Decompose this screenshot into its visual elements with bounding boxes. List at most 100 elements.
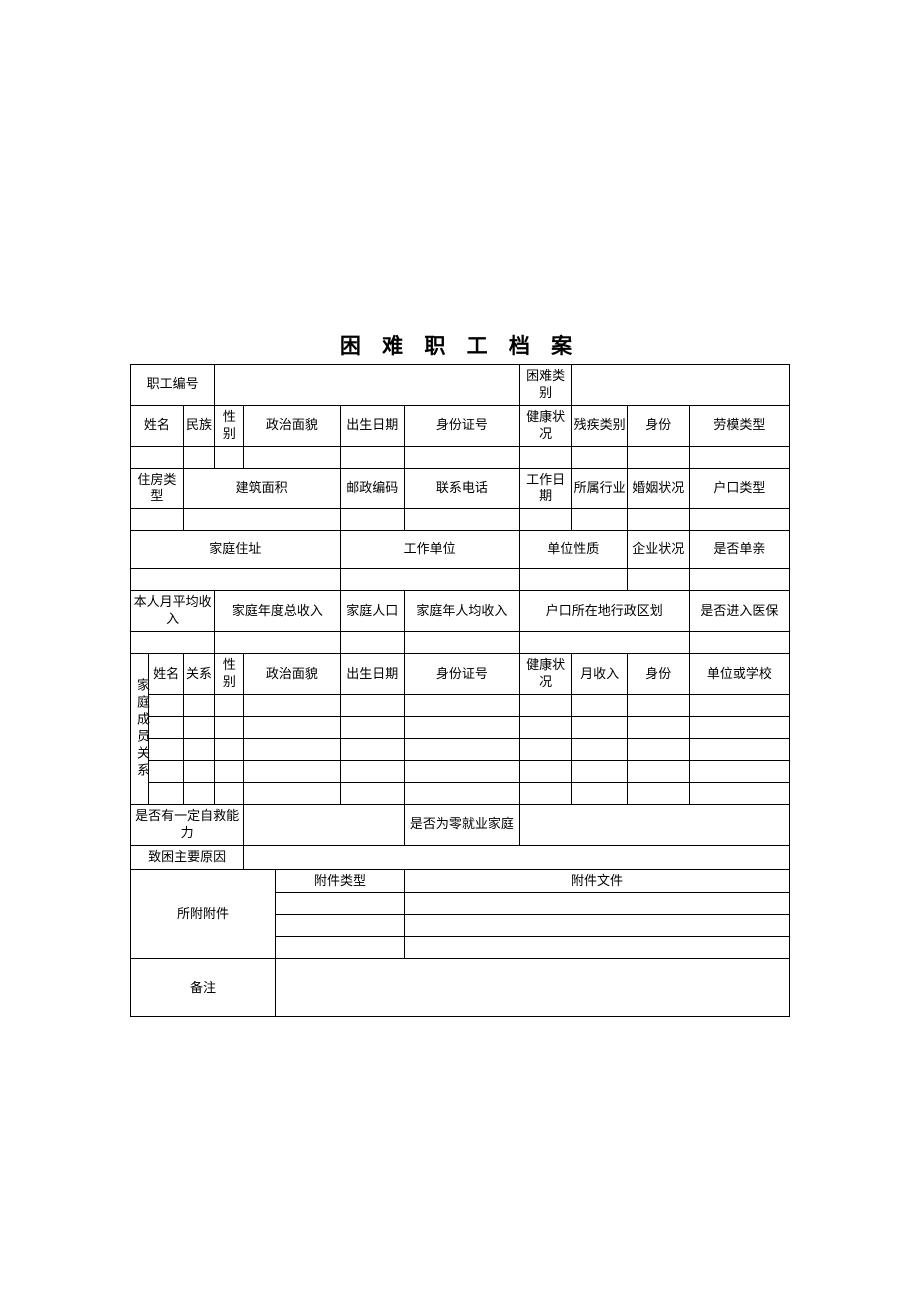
table-row[interactable] bbox=[572, 760, 627, 782]
field-work-unit[interactable] bbox=[340, 569, 519, 591]
label-fm-birth: 出生日期 bbox=[340, 654, 405, 695]
table-row[interactable] bbox=[689, 760, 789, 782]
table-row[interactable] bbox=[572, 738, 627, 760]
field-attachment-type-1[interactable] bbox=[275, 893, 404, 915]
table-row[interactable] bbox=[340, 694, 405, 716]
table-row[interactable] bbox=[572, 782, 627, 804]
field-housing-type[interactable] bbox=[131, 509, 184, 531]
field-attachment-file-3[interactable] bbox=[405, 937, 790, 959]
field-remarks[interactable] bbox=[275, 959, 789, 1017]
table-row[interactable] bbox=[244, 738, 340, 760]
table-row[interactable] bbox=[183, 760, 215, 782]
field-single-parent[interactable] bbox=[689, 569, 789, 591]
table-row[interactable] bbox=[244, 782, 340, 804]
field-per-capita-income[interactable] bbox=[405, 632, 520, 654]
table-row[interactable] bbox=[183, 782, 215, 804]
table-row[interactable] bbox=[519, 760, 572, 782]
table-row[interactable] bbox=[244, 694, 340, 716]
field-household-type[interactable] bbox=[689, 509, 789, 531]
field-medical-insurance[interactable] bbox=[689, 632, 789, 654]
table-row[interactable] bbox=[519, 738, 572, 760]
table-row[interactable] bbox=[627, 716, 689, 738]
field-name[interactable] bbox=[131, 446, 184, 468]
table-row[interactable] bbox=[340, 782, 405, 804]
label-fm-income: 月收入 bbox=[572, 654, 627, 695]
table-row[interactable] bbox=[215, 738, 244, 760]
table-row[interactable] bbox=[627, 760, 689, 782]
label-unit-nature: 单位性质 bbox=[519, 531, 627, 569]
table-row[interactable] bbox=[405, 716, 520, 738]
table-row[interactable] bbox=[627, 738, 689, 760]
table-row[interactable] bbox=[627, 782, 689, 804]
field-employee-id[interactable] bbox=[215, 365, 519, 406]
table-row[interactable] bbox=[215, 716, 244, 738]
table-row[interactable] bbox=[519, 694, 572, 716]
field-enterprise-status[interactable] bbox=[627, 569, 689, 591]
table-row[interactable] bbox=[627, 694, 689, 716]
table-row[interactable] bbox=[183, 694, 215, 716]
field-ethnicity[interactable] bbox=[183, 446, 215, 468]
field-building-area[interactable] bbox=[183, 509, 340, 531]
field-admin-region[interactable] bbox=[519, 632, 689, 654]
table-row[interactable] bbox=[183, 738, 215, 760]
field-home-address[interactable] bbox=[131, 569, 341, 591]
table-row[interactable] bbox=[519, 716, 572, 738]
table-row[interactable] bbox=[689, 694, 789, 716]
field-gender[interactable] bbox=[215, 446, 244, 468]
table-row[interactable] bbox=[340, 760, 405, 782]
table-row[interactable] bbox=[215, 760, 244, 782]
field-political-status[interactable] bbox=[244, 446, 340, 468]
table-row[interactable] bbox=[405, 738, 520, 760]
field-identity[interactable] bbox=[627, 446, 689, 468]
label-fm-political: 政治面貌 bbox=[244, 654, 340, 695]
field-marital-status[interactable] bbox=[627, 509, 689, 531]
table-row[interactable] bbox=[149, 782, 183, 804]
field-zero-employment[interactable] bbox=[519, 804, 789, 845]
table-row[interactable] bbox=[405, 782, 520, 804]
field-attachment-file-1[interactable] bbox=[405, 893, 790, 915]
label-identity: 身份 bbox=[627, 405, 689, 446]
table-row[interactable] bbox=[519, 782, 572, 804]
field-health-status[interactable] bbox=[519, 446, 572, 468]
field-attachment-file-2[interactable] bbox=[405, 915, 790, 937]
label-fm-health: 健康状况 bbox=[519, 654, 572, 695]
table-row[interactable] bbox=[244, 716, 340, 738]
table-row[interactable] bbox=[689, 716, 789, 738]
field-self-rescue[interactable] bbox=[244, 804, 405, 845]
field-disability-category[interactable] bbox=[572, 446, 627, 468]
table-row[interactable] bbox=[149, 716, 183, 738]
table-row[interactable] bbox=[572, 694, 627, 716]
table-row[interactable] bbox=[340, 738, 405, 760]
field-household-size[interactable] bbox=[340, 632, 405, 654]
field-difficulty-category[interactable] bbox=[572, 365, 790, 406]
field-attachment-type-2[interactable] bbox=[275, 915, 404, 937]
field-contact-phone[interactable] bbox=[405, 509, 520, 531]
table-row[interactable] bbox=[340, 716, 405, 738]
table-row[interactable] bbox=[215, 694, 244, 716]
table-row[interactable] bbox=[689, 738, 789, 760]
table-row[interactable] bbox=[405, 694, 520, 716]
table-row[interactable] bbox=[689, 782, 789, 804]
table-row[interactable] bbox=[183, 716, 215, 738]
table-row[interactable] bbox=[572, 716, 627, 738]
table-row[interactable] bbox=[215, 782, 244, 804]
field-postal-code[interactable] bbox=[340, 509, 405, 531]
table-row[interactable] bbox=[405, 760, 520, 782]
table-row[interactable] bbox=[149, 694, 183, 716]
field-unit-nature[interactable] bbox=[519, 569, 627, 591]
table-row[interactable] bbox=[149, 760, 183, 782]
field-model-worker-type[interactable] bbox=[689, 446, 789, 468]
label-home-address: 家庭住址 bbox=[131, 531, 341, 569]
field-birth-date[interactable] bbox=[340, 446, 405, 468]
table-row[interactable] bbox=[244, 760, 340, 782]
field-attachment-type-3[interactable] bbox=[275, 937, 404, 959]
table-row[interactable] bbox=[149, 738, 183, 760]
field-industry[interactable] bbox=[572, 509, 627, 531]
field-work-date[interactable] bbox=[519, 509, 572, 531]
label-attachment-type: 附件类型 bbox=[275, 869, 404, 893]
field-monthly-avg-income[interactable] bbox=[131, 632, 215, 654]
label-difficulty-category: 困难类别 bbox=[519, 365, 572, 406]
field-annual-household-income[interactable] bbox=[215, 632, 340, 654]
field-poverty-reason[interactable] bbox=[244, 845, 790, 869]
field-id-number[interactable] bbox=[405, 446, 520, 468]
